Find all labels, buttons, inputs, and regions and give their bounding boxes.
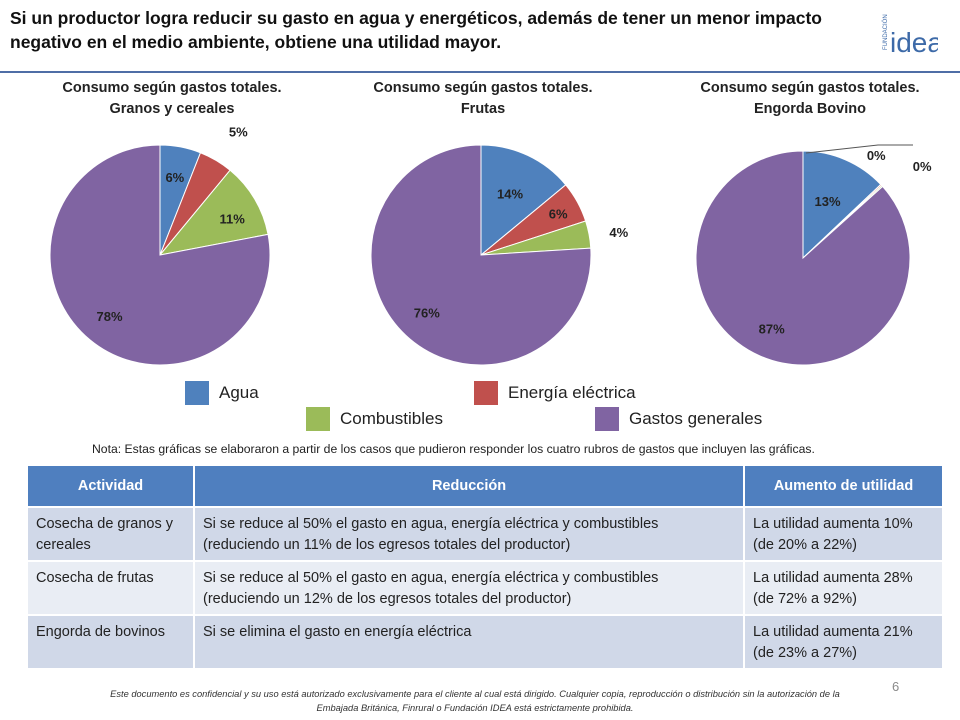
pie-slice-gastos (49, 144, 271, 366)
pie-slice-gastos (370, 144, 592, 366)
chart-title-line2: Frutas (460, 101, 506, 117)
legend-swatch (185, 381, 209, 405)
pie-data-label: 76% (414, 306, 440, 321)
cell-aumento: La utilidad aumenta 10% (de 20% a 22%) (744, 506, 942, 561)
cell-reduccion: Si se reduce al 50% el gasto en agua, en… (194, 506, 745, 561)
cell-actividad: Cosecha de granos y cereales (28, 506, 195, 561)
legend-swatch (595, 407, 619, 431)
cell-aumento: La utilidad aumenta 28% (de 72% a 92%) (744, 560, 942, 615)
legend-label: Gastos generales (629, 409, 763, 428)
header-reduccion: Reducción (194, 466, 745, 507)
chart-title-line1: Consumo según gastos totales. (700, 80, 920, 96)
pie-data-label: 5% (229, 124, 248, 139)
confidentiality-footer: Este documento es confidencial y su uso … (110, 689, 840, 713)
pie-slice-agua (802, 150, 882, 260)
chart-title-bovino: Consumo según gastos totales. Engorda Bo… (660, 78, 960, 120)
legend-item-gastos: Gastos generales (595, 407, 762, 431)
chart-title-line1: Consumo según gastos totales. (373, 80, 593, 96)
pie-data-label: 6% (165, 170, 184, 185)
chart-title-line2: Engorda Bovino (754, 101, 866, 117)
savings-table: Actividad Reducción Aumento de utilidad … (28, 466, 942, 668)
pie-chart-frutas: 14% 6% 4% 76% (370, 144, 629, 366)
pie-slice-gastos (695, 150, 911, 366)
chart-title-granos: Consumo según gastos totales. Granos y c… (22, 78, 322, 120)
legend-label: Energía eléctrica (508, 383, 636, 402)
pie-data-label: 0% (913, 159, 932, 174)
pie-data-label: 14% (497, 186, 523, 201)
cell-reduccion: Si se elimina el gasto en energía eléctr… (194, 614, 745, 668)
chart-note: Nota: Estas gráficas se elaboraron a par… (92, 442, 815, 456)
pie-data-label: 78% (97, 309, 123, 324)
header-rule (0, 71, 960, 73)
chart-title-line2: Granos y cereales (109, 101, 235, 117)
pie-data-label: 13% (815, 194, 841, 209)
pie-data-label: 0% (867, 148, 886, 163)
svg-text:idea: idea (890, 27, 938, 58)
table-row: Engorda de bovinos Si se elimina el gast… (28, 614, 942, 668)
table-row: Cosecha de frutas Si se reduce al 50% el… (28, 560, 942, 615)
table-row: Cosecha de granos y cereales Si se reduc… (28, 506, 942, 561)
pie-slice-combustibles (158, 169, 269, 256)
legend-item-energia: Energía eléctrica (474, 381, 636, 405)
chart-title-line1: Consumo según gastos totales. (62, 80, 282, 96)
svg-text:FUNDACIÓN: FUNDACIÓN (882, 14, 889, 50)
header-actividad: Actividad (28, 466, 195, 507)
pie-slice-agua (480, 144, 567, 257)
leader-line (805, 144, 913, 154)
legend-item-agua: Agua (185, 381, 259, 405)
cell-reduccion: Si se reduce al 50% el gasto en agua, en… (194, 560, 745, 615)
cell-aumento: La utilidad aumenta 21% (de 23% a 27%) (744, 614, 942, 668)
pie-chart-granos: 6% 5% 11% 78% (49, 124, 271, 366)
pie-data-label: 87% (759, 321, 785, 336)
legend-item-combustibles: Combustibles (306, 407, 443, 431)
headline: Si un productor logra reducir su gasto e… (10, 8, 822, 52)
legend-swatch (474, 381, 498, 405)
pie-data-label: 6% (549, 207, 568, 222)
header-aumento: Aumento de utilidad (744, 466, 942, 507)
cell-actividad: Cosecha de frutas (28, 560, 195, 615)
fundacion-idea-logo: FUNDACIÓN idea (876, 10, 938, 62)
pie-data-label: 4% (609, 225, 628, 240)
chart-title-frutas: Consumo según gastos totales. Frutas (333, 78, 633, 120)
table-header-row: Actividad Reducción Aumento de utilidad (28, 466, 942, 507)
pie-data-label: 11% (220, 212, 246, 227)
page-number: 6 (892, 679, 900, 694)
cell-actividad: Engorda de bovinos (28, 614, 195, 668)
legend-swatch (306, 407, 330, 431)
legend-label: Combustibles (340, 409, 443, 428)
pie-chart-bovino: 13% 0% 0% 87% (695, 144, 932, 366)
legend-label: Agua (219, 383, 259, 402)
